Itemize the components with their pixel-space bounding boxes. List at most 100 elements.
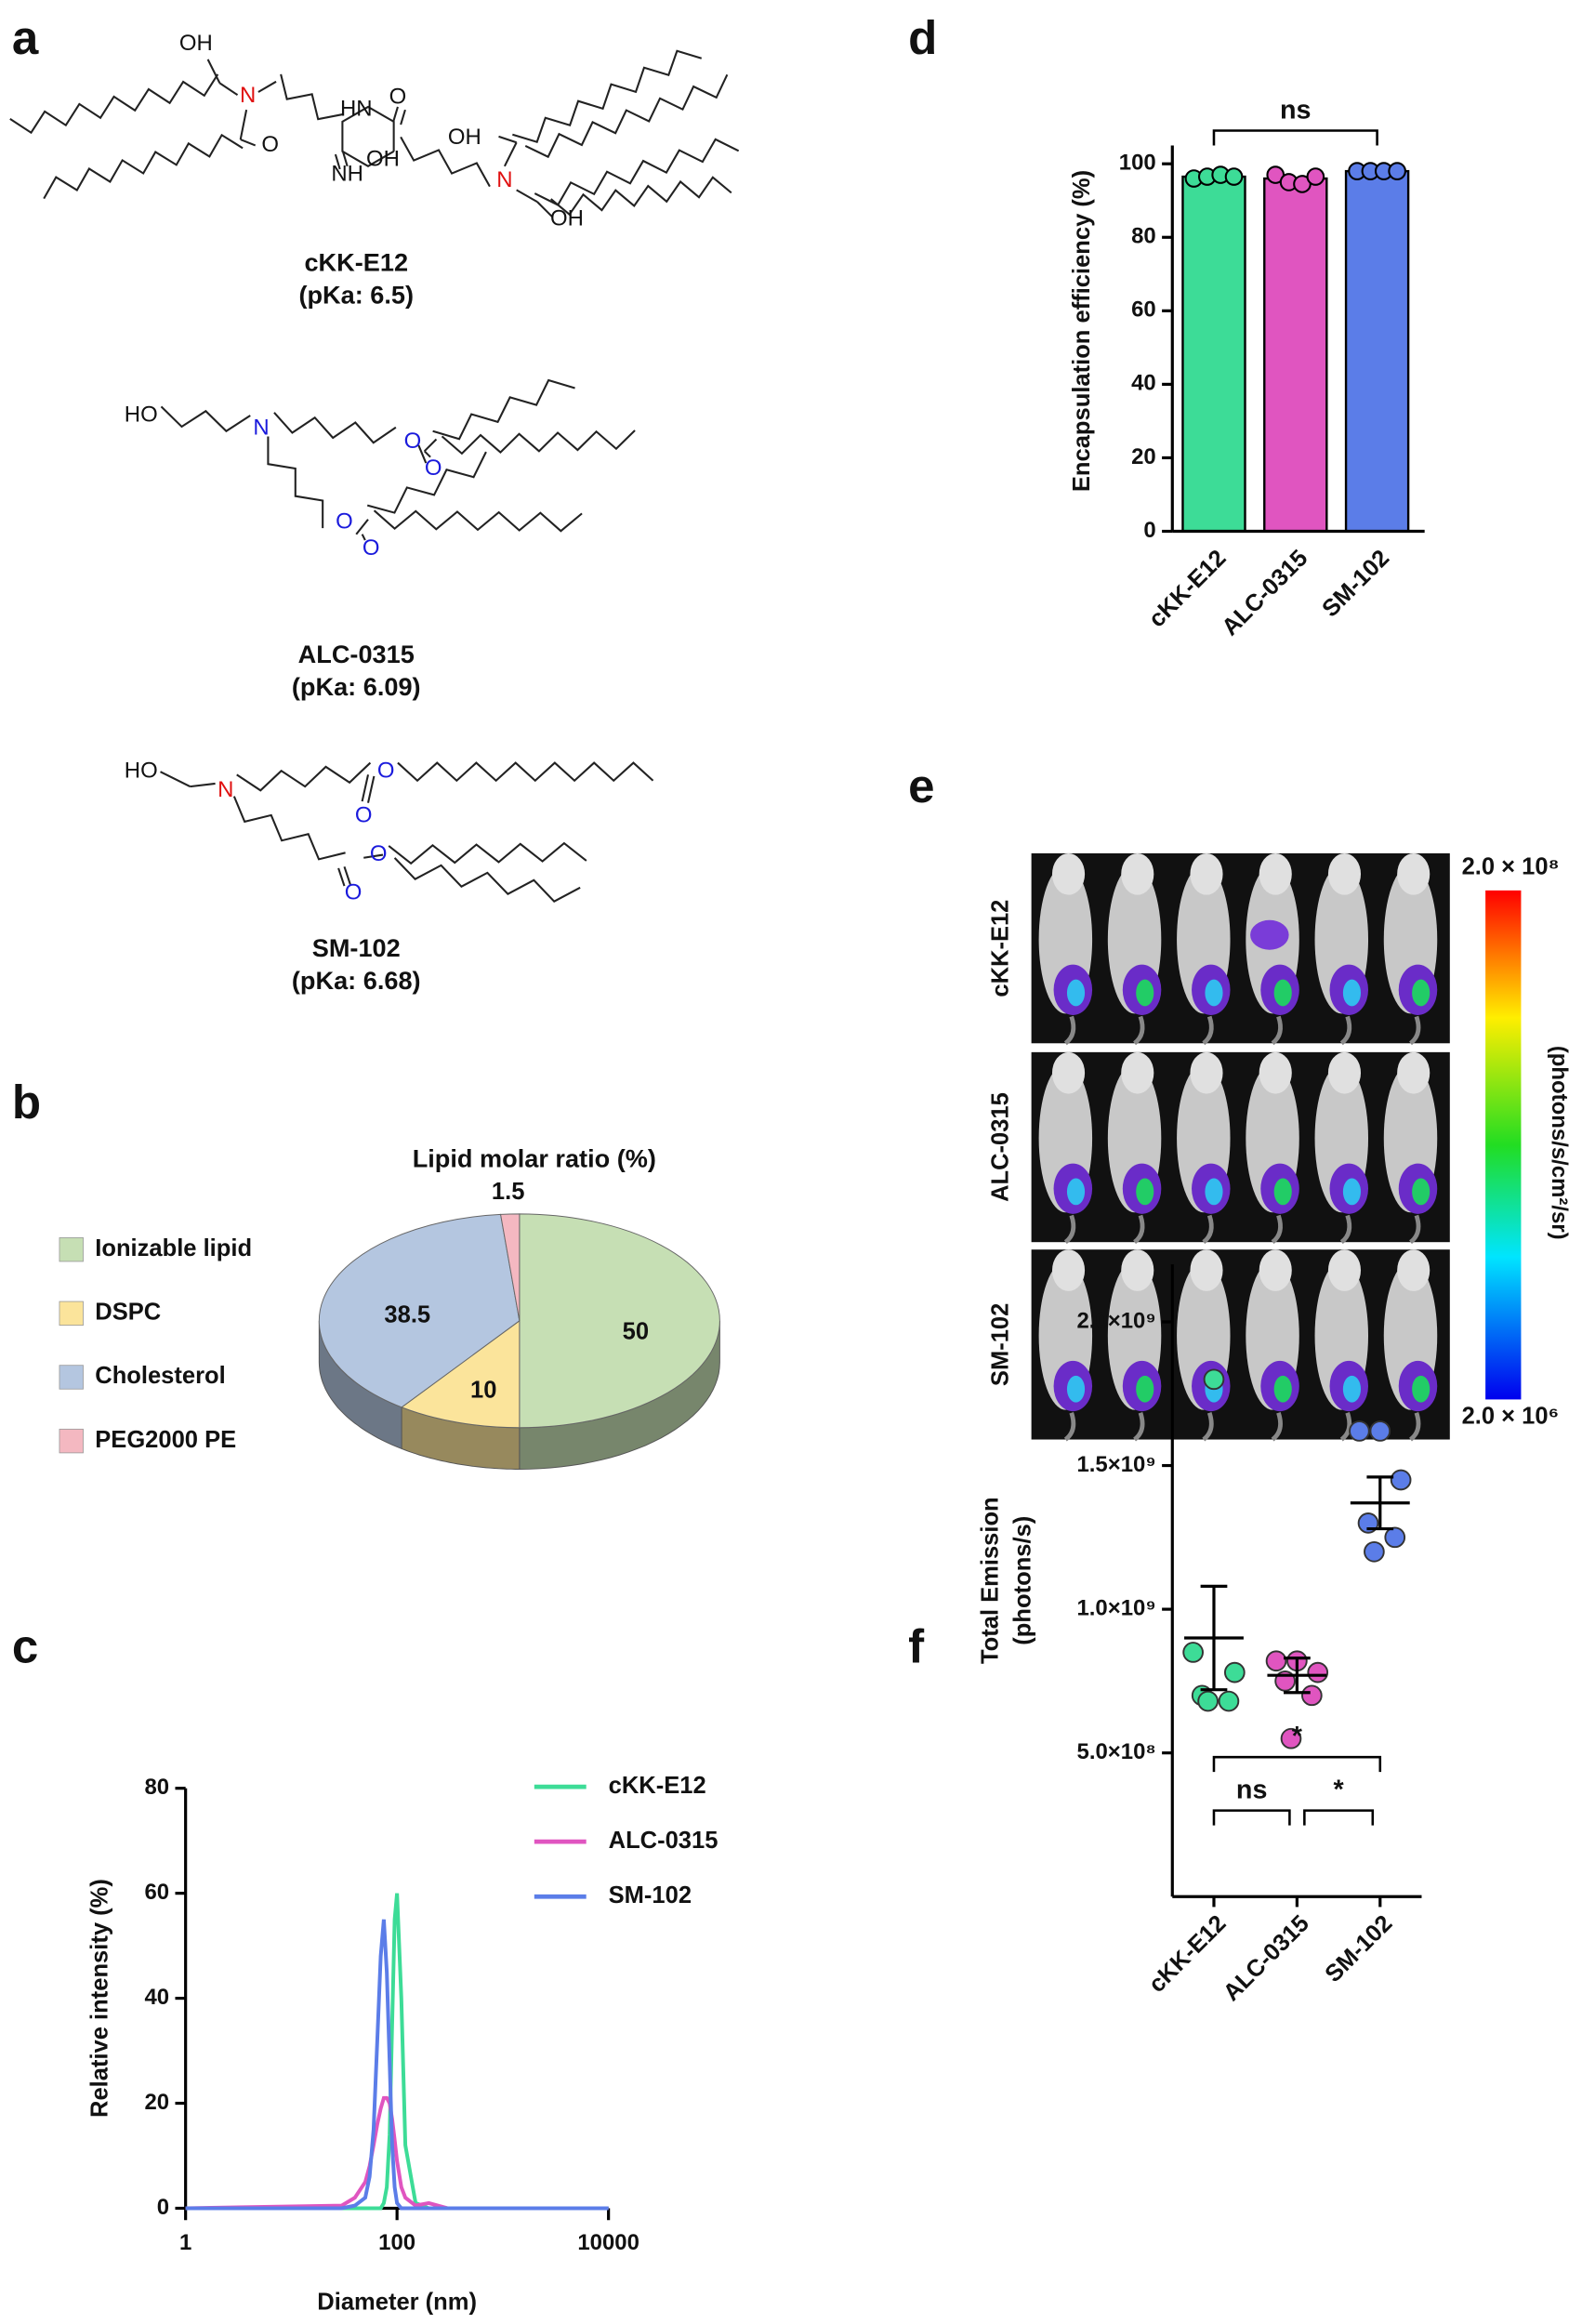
bond [400, 109, 406, 125]
atom-label: N [218, 777, 233, 802]
bond [388, 841, 587, 865]
x-tick-label: 10000 [577, 2230, 639, 2255]
row-label: cKK-E12 [987, 900, 1013, 997]
structure-pka: (pKa: 6.68) [292, 966, 421, 995]
atom-label: O [345, 879, 363, 905]
mouse-tail [1408, 1412, 1421, 1442]
bond [503, 141, 518, 167]
image-row [1031, 1051, 1450, 1243]
mouse-tail [1202, 1412, 1214, 1442]
mouse-head [1190, 1249, 1223, 1291]
y-tick-label: 100 [1119, 151, 1156, 176]
bond [232, 796, 346, 861]
bond [9, 73, 219, 135]
legend-label: Cholesterol [95, 1363, 225, 1389]
mouse-tail [1133, 1412, 1145, 1442]
bond [361, 534, 366, 541]
y-axis-title: Total Emission [977, 1497, 1003, 1664]
bond [393, 857, 581, 903]
signal [1250, 919, 1289, 950]
mouse-head [1051, 852, 1086, 895]
legend-swatch [59, 1301, 84, 1327]
annotation: * [1292, 1722, 1303, 1751]
mouse-tail [1202, 1214, 1214, 1245]
x-axis-title: Diameter (nm) [317, 2289, 477, 2315]
atom-label: N [496, 167, 512, 192]
legend-swatch [59, 1237, 84, 1262]
x-tick-label: SM-102 [1317, 545, 1394, 622]
row-label: SM-102 [987, 1303, 1013, 1386]
data-point [1280, 1727, 1302, 1750]
y-tick-label: 40 [1131, 371, 1156, 396]
atom-label: N [253, 416, 269, 441]
atom-label: OH [366, 147, 400, 172]
x-tick-label: cKK-E12 [1144, 545, 1232, 632]
mouse-tail [1339, 1214, 1352, 1245]
x-tick-label: 1 [179, 2230, 191, 2255]
y-tick-label: 1.0×10⁹ [1076, 1595, 1155, 1620]
y-tick-label: 5.0×10⁸ [1077, 1739, 1156, 1764]
mouse-head [1121, 852, 1154, 895]
bond [550, 176, 732, 217]
signal-core [1273, 1375, 1292, 1403]
data-point [1218, 1690, 1240, 1712]
bond [355, 519, 369, 535]
panel-label: b [12, 1076, 41, 1129]
y-axis-title: (photons/s) [1009, 1516, 1035, 1645]
colorbar-max: 2.0 × 10⁸ [1462, 854, 1560, 880]
annotation: * [1333, 1775, 1344, 1804]
data-point [1182, 1642, 1204, 1663]
y-tick-label: 2.0×10⁹ [1076, 1308, 1155, 1333]
bond [498, 135, 517, 144]
bond [267, 436, 324, 529]
legend-label: Ionizable lipid [95, 1235, 252, 1261]
structure-name: ALC-0315 [298, 640, 415, 668]
row-label: ALC-0315 [987, 1092, 1013, 1202]
bond [367, 775, 376, 803]
mouse-head [1327, 1249, 1362, 1291]
panel-label: a [12, 11, 39, 64]
mouse-head [1121, 1051, 1154, 1094]
bond [417, 444, 428, 464]
mouse-tail [1133, 1015, 1145, 1046]
bond [273, 412, 397, 444]
bond [334, 153, 341, 170]
colorbar [1485, 890, 1522, 1400]
signal-core [1342, 1178, 1362, 1206]
data-point [1301, 1684, 1323, 1707]
mouse-head [1259, 1051, 1292, 1094]
pie-slice [519, 1213, 720, 1429]
bond [239, 109, 248, 140]
y-axis-title: Encapsulation efficiency (%) [1069, 170, 1095, 492]
atom-label: HO [125, 402, 158, 427]
bond [240, 139, 257, 147]
bond [366, 451, 487, 514]
mouse-tail [1063, 1214, 1076, 1245]
mouse-tail [1063, 1412, 1076, 1442]
bond [512, 49, 703, 144]
data-label: 10 [470, 1378, 496, 1404]
bond [280, 73, 344, 121]
mouse-head [1190, 852, 1223, 895]
pie-slice [401, 1319, 521, 1429]
image-row [1031, 1249, 1450, 1440]
atom-label: O [389, 85, 407, 110]
y-tick-label: 80 [1131, 224, 1156, 249]
pie-slice [500, 1213, 521, 1321]
atom-label: O [425, 456, 442, 481]
data-point [1388, 162, 1406, 180]
panel-label: c [12, 1620, 38, 1673]
mouse-head [1259, 1249, 1292, 1291]
mouse-tail [1339, 1015, 1352, 1046]
mouse-head [1327, 852, 1362, 895]
bond [341, 151, 349, 167]
mouse-head [1397, 1051, 1430, 1094]
error-bar [1200, 1584, 1228, 1692]
signal-core [1066, 1375, 1086, 1403]
signal-core [1136, 1375, 1154, 1403]
signal-core [1342, 979, 1362, 1007]
atom-label: O [404, 429, 422, 454]
mouse-tail [1339, 1412, 1352, 1442]
y-tick-label: 0 [157, 2195, 169, 2220]
